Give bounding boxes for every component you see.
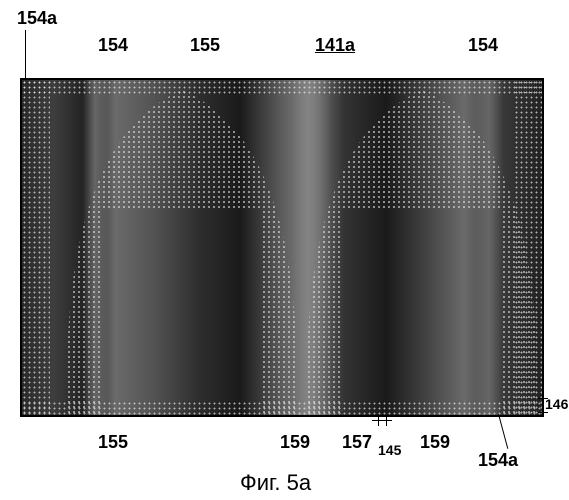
- label-154-top-right: 154: [468, 35, 498, 56]
- label-141a-top: 141а: [315, 35, 355, 56]
- figure-caption: Фиг. 5а: [240, 470, 311, 496]
- label-159-bottom-right: 159: [420, 432, 450, 453]
- label-155-bottom: 155: [98, 432, 128, 453]
- label-155-top: 155: [190, 35, 220, 56]
- figure-box: [20, 78, 544, 417]
- dim-145-marks: [378, 416, 396, 426]
- label-154-top-left: 154: [98, 35, 128, 56]
- label-146: 146: [545, 396, 568, 412]
- page: 154а 154 155 141а 154: [0, 0, 569, 500]
- label-159-bottom-left: 159: [280, 432, 310, 453]
- label-145: 145: [378, 442, 401, 458]
- arch-right: [307, 80, 537, 415]
- label-157-bottom: 157: [342, 432, 372, 453]
- leader-154a-bottom: [498, 414, 508, 449]
- arch-left: [67, 80, 297, 415]
- label-154a-top: 154а: [17, 8, 57, 29]
- leader-154a-top: [25, 30, 26, 78]
- hatch-left: [22, 80, 50, 415]
- label-154a-bottom: 154а: [478, 450, 518, 471]
